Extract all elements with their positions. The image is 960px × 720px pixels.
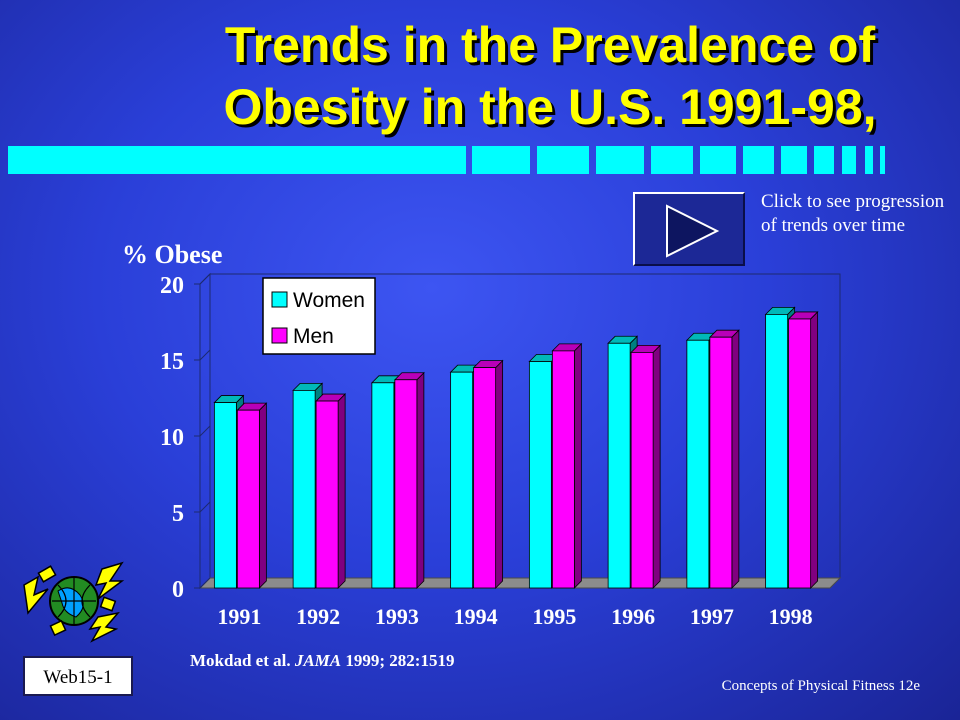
bar-women-1996 xyxy=(607,342,631,589)
web-link-button[interactable]: Web15-1 xyxy=(23,656,133,696)
citation-authors: Mokdad et al. xyxy=(190,651,295,670)
title-underline-bar xyxy=(8,146,466,174)
bar-men-1998-side xyxy=(810,310,819,589)
bar-men-1994-side xyxy=(495,359,504,589)
bar-men-1997 xyxy=(709,336,733,589)
bar-women-1992 xyxy=(292,389,316,589)
x-tick-label: 1996 xyxy=(611,604,655,629)
x-tick-label: 1992 xyxy=(296,604,340,629)
citation-details: 1999; 282:1519 xyxy=(341,651,455,670)
title-underline-segment xyxy=(880,146,885,174)
title-underline-segment xyxy=(651,146,693,174)
bar-men-1994 xyxy=(473,367,497,589)
y-tick-label: 5 xyxy=(172,501,184,527)
x-tick-label: 1991 xyxy=(217,604,261,629)
bar-women-1994 xyxy=(450,371,474,589)
title-underline-segment xyxy=(842,146,856,174)
play-icon xyxy=(666,204,720,258)
play-instructions: Click to see progression of trends over … xyxy=(761,191,945,236)
y-gridline-depth xyxy=(199,273,211,285)
x-tick-label: 1993 xyxy=(375,604,419,629)
bar-women-1991 xyxy=(213,402,237,589)
footer-text: Concepts of Physical Fitness 12e xyxy=(721,678,920,694)
bar-men-1992 xyxy=(315,400,339,589)
title-underline-segment xyxy=(814,146,834,174)
y-tick-label: 10 xyxy=(160,425,184,451)
title-underline-segment xyxy=(865,146,873,174)
legend-label-men: Men xyxy=(293,325,334,348)
bar-men-1996-side xyxy=(652,344,661,589)
play-progression-button[interactable] xyxy=(633,192,745,266)
x-tick-label: 1995 xyxy=(532,604,576,629)
bar-men-1995-side xyxy=(573,342,582,589)
bar-men-1998 xyxy=(788,318,812,589)
bar-women-1997 xyxy=(686,339,710,589)
bar-women-1993 xyxy=(371,382,395,589)
legend-label-women: Women xyxy=(293,289,365,312)
title-underline-segment xyxy=(537,146,589,174)
y-tick-label: 15 xyxy=(160,349,184,375)
bar-men-1992-side xyxy=(337,393,346,589)
bar-women-1995 xyxy=(528,361,552,589)
title-line-2: Obesity in the U.S. 1991-98, xyxy=(223,79,877,135)
bar-women-1998 xyxy=(765,313,789,589)
title-underline-segment xyxy=(700,146,736,174)
title-underline-segment xyxy=(596,146,644,174)
legend-swatch-men xyxy=(271,327,288,344)
y-gridline-depth xyxy=(199,501,211,513)
x-tick-label: 1998 xyxy=(769,604,813,629)
bar-men-1996 xyxy=(630,351,654,589)
legend-swatch-women xyxy=(271,291,288,308)
bar-men-1993 xyxy=(394,379,418,589)
bar-men-1997-side xyxy=(731,329,740,589)
y-axis-label: % Obese xyxy=(122,240,223,269)
title-underline-segment xyxy=(472,146,530,174)
x-tick-label: 1997 xyxy=(690,604,734,629)
y-tick-label: 0 xyxy=(172,577,184,603)
page-title: Trends in the Prevalence of Obesity in t… xyxy=(150,14,950,138)
y-gridline-depth xyxy=(199,425,211,437)
y-tick-label: 20 xyxy=(160,273,184,299)
bar-men-1995 xyxy=(551,350,575,589)
citation: Mokdad et al. JAMA 1999; 282:1519 xyxy=(190,651,454,671)
bar-men-1991 xyxy=(236,409,260,589)
y-gridline-depth xyxy=(199,349,211,361)
title-underline-segment xyxy=(743,146,774,174)
bar-men-1993-side xyxy=(416,371,425,589)
citation-journal: JAMA xyxy=(294,651,342,670)
y-gridline-depth xyxy=(199,577,211,589)
x-tick-label: 1994 xyxy=(454,604,498,629)
bar-men-1991-side xyxy=(258,402,267,589)
title-underline-segment xyxy=(781,146,807,174)
web-globe-icon[interactable] xyxy=(18,555,128,645)
title-line-1: Trends in the Prevalence of xyxy=(224,17,876,73)
